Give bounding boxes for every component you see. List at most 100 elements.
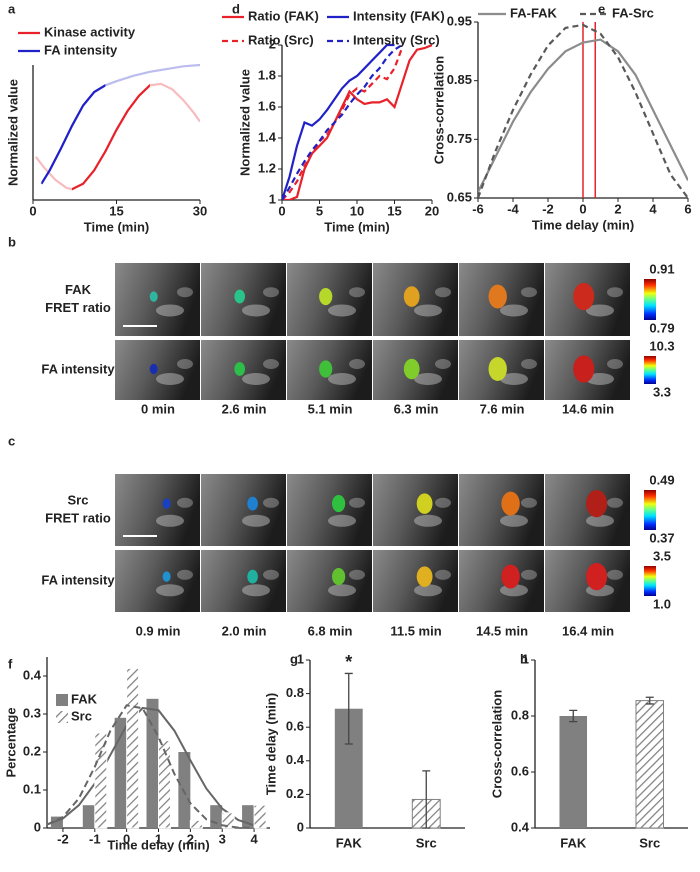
image [115, 263, 200, 336]
adhesion [501, 564, 520, 589]
y-axis-label: Time delay (min) [263, 693, 278, 795]
adhesion [319, 287, 333, 306]
time-label: 14.5 min [476, 623, 528, 638]
cell-texture [177, 359, 193, 369]
y-tick-label: 0.2 [286, 786, 304, 801]
cell-texture [242, 304, 270, 317]
panel-letter: g [290, 651, 298, 666]
y-tick-label: 0.4 [286, 752, 305, 767]
adhesion [403, 286, 420, 307]
bar [126, 667, 140, 829]
adhesion [332, 568, 346, 586]
cell-texture [414, 514, 442, 527]
time-label: 0 min [141, 401, 175, 416]
adhesion [573, 282, 595, 311]
colorbar [644, 279, 656, 320]
colorbar-max: 10.3 [649, 338, 674, 353]
fit-curve [46, 706, 255, 827]
series-line [478, 38, 688, 193]
legend-swatch [56, 711, 68, 723]
panel-letter: b [8, 234, 16, 249]
bar [158, 740, 171, 829]
panel-letter: d [232, 1, 240, 16]
legend-swatch [56, 694, 68, 706]
y-tick-label: 0.4 [511, 819, 530, 834]
cell-texture [349, 569, 365, 580]
legend-label: FAK [71, 691, 98, 706]
bar [221, 812, 235, 829]
cell-texture [586, 304, 614, 317]
cell-texture [349, 497, 365, 508]
cell-texture [156, 304, 184, 317]
time-label: 0.9 min [136, 623, 181, 638]
image [287, 474, 372, 546]
image [459, 474, 544, 546]
x-tick-label: FAK [560, 835, 587, 850]
cell-texture [328, 373, 356, 385]
cell-texture [156, 514, 184, 527]
y-tick-label: 1.2 [258, 160, 276, 175]
x-tick-label: 4 [649, 201, 657, 216]
cell-texture [435, 359, 451, 369]
colorbar-min: 0.37 [649, 530, 674, 545]
image [287, 550, 372, 612]
y-tick-label: 1 [269, 191, 276, 206]
cell-texture [263, 287, 279, 298]
legend-label: Ratio (FAK) [248, 8, 319, 23]
cell-texture [156, 584, 184, 597]
x-tick-label: -1 [89, 831, 101, 846]
cell-texture [328, 514, 356, 527]
colorbar [644, 356, 656, 384]
time-label: 6.3 min [394, 401, 439, 416]
y-tick-label: 0.2 [23, 743, 41, 758]
adhesion [247, 569, 258, 584]
y-tick-label: 0.95 [447, 13, 472, 28]
time-label: 2.0 min [222, 623, 267, 638]
y-tick-label: 0.4 [23, 667, 42, 682]
y-tick-label: 0.8 [286, 685, 304, 700]
x-tick-label: -4 [507, 201, 519, 216]
y-tick-label: 1.4 [258, 129, 277, 144]
annotation: * [345, 652, 352, 672]
colorbar-max: 3.5 [653, 548, 671, 563]
cell-texture [607, 569, 623, 580]
adhesion [501, 491, 520, 516]
x-axis-label: Time delay (min) [107, 837, 209, 852]
y-tick-label: 0.75 [447, 131, 472, 146]
x-tick-label: 0 [123, 831, 130, 846]
legend-label: Src [71, 708, 92, 723]
adhesion [162, 571, 171, 582]
cell-texture [242, 584, 270, 597]
x-tick-label: 0 [278, 203, 285, 218]
legend-label: Ratio (Src) [248, 32, 314, 47]
x-tick-label: Src [416, 835, 437, 850]
cell-texture [414, 584, 442, 597]
x-tick-label: 0 [579, 201, 586, 216]
cell-texture [242, 373, 270, 385]
image [201, 474, 286, 546]
cell-texture [586, 514, 614, 527]
x-tick-label: 3 [219, 831, 226, 846]
time-label: 5.1 min [308, 401, 353, 416]
bar [114, 717, 127, 828]
x-tick-label: 4 [250, 831, 258, 846]
cell-texture [607, 359, 623, 369]
adhesion [488, 284, 507, 309]
legend-label: FA-FAK [510, 5, 558, 20]
bar [50, 816, 63, 828]
adhesion [162, 498, 171, 509]
time-label: 14.6 min [562, 401, 614, 416]
image [115, 474, 200, 546]
series-line-faded [34, 82, 200, 191]
panel-letter: a [8, 1, 16, 16]
fit-curve [46, 704, 255, 829]
y-tick-label: 0 [34, 819, 41, 834]
cell-texture [586, 373, 614, 385]
adhesion [247, 496, 258, 511]
colorbar [644, 566, 656, 596]
image [373, 550, 458, 612]
panel-letter: c [8, 433, 15, 448]
adhesion [488, 357, 507, 381]
bar [94, 732, 108, 829]
time-label: 7.6 min [480, 401, 525, 416]
